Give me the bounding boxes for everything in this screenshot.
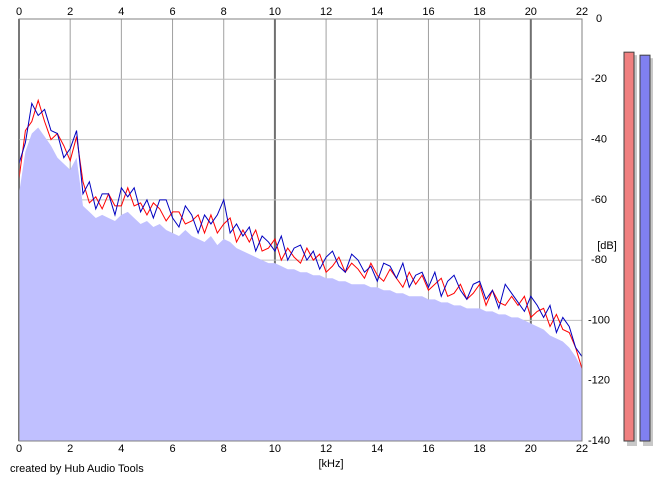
credit: created by Hub Audio Tools: [10, 463, 144, 475]
x-tick-label: 16: [422, 443, 434, 455]
y-tick-label: -100: [588, 314, 610, 326]
x-tick-label: 4: [118, 443, 124, 455]
x-tick-label: 20: [525, 6, 537, 18]
y-axis-label: [dB]: [597, 240, 617, 252]
x-tick-label: 6: [169, 443, 175, 455]
x-tick-label: 2: [67, 443, 73, 455]
y-tick-label: -20: [591, 73, 607, 85]
x-tick-label: 10: [269, 6, 281, 18]
level-meter: [639, 54, 651, 442]
x-tick-label: 8: [221, 443, 227, 455]
x-tick-label: 0: [16, 6, 22, 18]
x-tick-label: 12: [320, 6, 332, 18]
spectrum-line: [18, 98, 583, 369]
x-tick-label: 22: [576, 6, 588, 18]
x-tick-label: 0: [16, 443, 22, 455]
x-tick-label: 8: [221, 6, 227, 18]
x-tick-label: 10: [269, 443, 281, 455]
x-tick-label: 2: [67, 6, 73, 18]
x-tick-label: 18: [474, 443, 486, 455]
y-tick-label: -80: [591, 254, 607, 266]
x-axis-label: [kHz]: [318, 458, 343, 470]
y-tick-label: -120: [588, 375, 610, 387]
x-tick-label: 22: [576, 443, 588, 455]
level-meter: [623, 51, 635, 442]
plot-frame: [18, 18, 583, 442]
x-tick-label: 12: [320, 443, 332, 455]
y-tick-label: -140: [588, 435, 610, 447]
y-tick-label: 0: [596, 13, 602, 25]
spectrum-line: [18, 101, 583, 357]
x-tick-label: 18: [474, 6, 486, 18]
x-tick-label: 4: [118, 6, 124, 18]
spectrum-area: [19, 127, 582, 441]
x-tick-label: 20: [525, 443, 537, 455]
y-tick-label: -40: [591, 133, 607, 145]
x-tick-label: 14: [371, 443, 383, 455]
x-tick-label: 6: [169, 6, 175, 18]
x-tick-label: 16: [422, 6, 434, 18]
x-tick-label: 14: [371, 6, 383, 18]
y-tick-label: -60: [591, 194, 607, 206]
